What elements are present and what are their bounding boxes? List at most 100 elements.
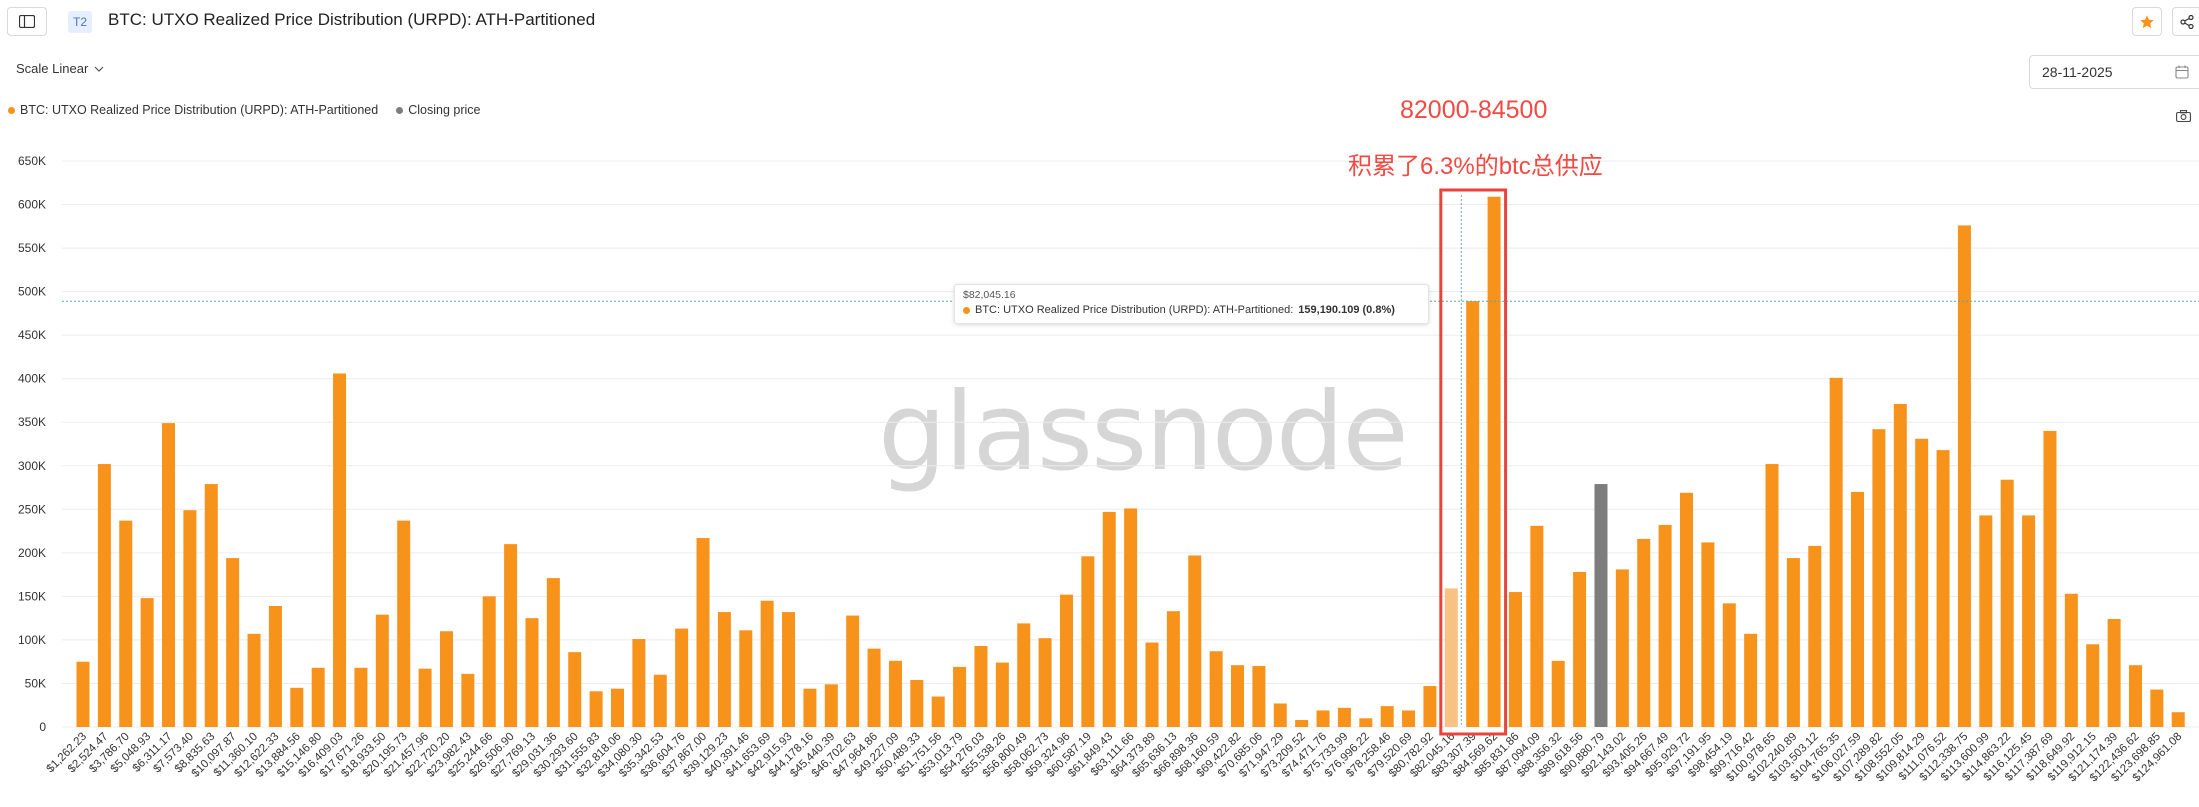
- bar[interactable]: [1188, 555, 1202, 727]
- bar[interactable]: [504, 544, 518, 727]
- bar[interactable]: [1872, 429, 1886, 727]
- bar[interactable]: [482, 596, 496, 727]
- bar[interactable]: [1444, 588, 1458, 727]
- bar[interactable]: [76, 661, 90, 727]
- bar[interactable]: [1701, 542, 1715, 727]
- bar[interactable]: [1273, 703, 1287, 727]
- bar[interactable]: [1359, 718, 1373, 727]
- bar[interactable]: [2107, 619, 2121, 727]
- bar[interactable]: [824, 684, 838, 727]
- sidebar-toggle-button[interactable]: [7, 7, 47, 36]
- bar[interactable]: [290, 687, 304, 727]
- bar[interactable]: [1038, 638, 1052, 727]
- bar[interactable]: [418, 668, 432, 727]
- bar[interactable]: [311, 667, 325, 727]
- bar[interactable]: [1380, 706, 1394, 727]
- bar[interactable]: [1722, 603, 1736, 727]
- bar[interactable]: [546, 578, 560, 727]
- bar[interactable]: [653, 674, 667, 727]
- bar[interactable]: [739, 630, 753, 727]
- bar[interactable]: [1551, 660, 1565, 727]
- bar[interactable]: [974, 646, 988, 727]
- bar[interactable]: [1252, 666, 1266, 727]
- bar[interactable]: [2043, 430, 2057, 727]
- bar[interactable]: [953, 666, 967, 727]
- bar[interactable]: [1530, 525, 1544, 727]
- bar[interactable]: [183, 510, 197, 727]
- bar[interactable]: [1487, 196, 1501, 727]
- bar[interactable]: [1209, 651, 1223, 727]
- bar[interactable]: [1786, 558, 1800, 727]
- bar[interactable]: [803, 688, 817, 727]
- bar[interactable]: [1893, 403, 1907, 727]
- bar[interactable]: [1166, 611, 1180, 727]
- bar[interactable]: [846, 615, 860, 727]
- bar[interactable]: [2086, 644, 2100, 727]
- bar[interactable]: [2000, 479, 2014, 727]
- bar[interactable]: [1936, 450, 1950, 727]
- bar[interactable]: [1637, 538, 1651, 727]
- bar[interactable]: [1423, 686, 1437, 727]
- bar[interactable]: [1615, 569, 1629, 727]
- screenshot-button[interactable]: [2176, 109, 2191, 127]
- bar[interactable]: [439, 631, 453, 727]
- bar[interactable]: [2150, 689, 2164, 727]
- bar[interactable]: [1808, 545, 1822, 727]
- bar[interactable]: [760, 600, 774, 727]
- bar[interactable]: [1979, 515, 1993, 727]
- bar[interactable]: [375, 614, 389, 727]
- bar[interactable]: [247, 633, 261, 727]
- bar[interactable]: [1402, 710, 1416, 727]
- bar[interactable]: [2064, 593, 2078, 727]
- bar[interactable]: [1295, 720, 1309, 727]
- bar[interactable]: [397, 520, 411, 727]
- bar[interactable]: [354, 667, 368, 727]
- bar[interactable]: [1829, 377, 1843, 727]
- bar[interactable]: [888, 660, 902, 727]
- bar[interactable]: [782, 612, 796, 727]
- bar[interactable]: [1851, 491, 1865, 727]
- bar[interactable]: [1658, 524, 1672, 727]
- bar[interactable]: [910, 679, 924, 727]
- bar[interactable]: [1466, 301, 1480, 727]
- bar[interactable]: [2171, 712, 2185, 727]
- bar[interactable]: [717, 612, 731, 727]
- bar[interactable]: [632, 639, 646, 727]
- bar[interactable]: [97, 464, 111, 727]
- bar[interactable]: [1316, 710, 1330, 727]
- bar[interactable]: [1017, 623, 1031, 727]
- bar[interactable]: [1957, 225, 1971, 727]
- bar[interactable]: [268, 605, 282, 727]
- bar[interactable]: [1594, 484, 1608, 727]
- bar[interactable]: [1081, 556, 1095, 727]
- bar[interactable]: [931, 696, 945, 727]
- bar[interactable]: [1744, 633, 1758, 727]
- bar[interactable]: [1680, 492, 1693, 727]
- bar[interactable]: [1145, 642, 1159, 727]
- bar[interactable]: [867, 648, 881, 727]
- bar[interactable]: [568, 652, 582, 727]
- scale-select[interactable]: Scale Linear: [16, 61, 104, 76]
- bar[interactable]: [611, 688, 624, 727]
- bar[interactable]: [1337, 707, 1351, 727]
- bar[interactable]: [1059, 594, 1073, 727]
- bar[interactable]: [333, 373, 347, 727]
- legend-item-urpd[interactable]: BTC: UTXO Realized Price Distribution (U…: [8, 103, 378, 117]
- bar[interactable]: [589, 691, 603, 727]
- bar[interactable]: [1102, 511, 1116, 727]
- bar[interactable]: [204, 484, 218, 727]
- bar[interactable]: [162, 423, 176, 727]
- bar[interactable]: [1573, 572, 1587, 727]
- bar[interactable]: [675, 628, 689, 727]
- bar[interactable]: [2128, 665, 2142, 727]
- bar[interactable]: [995, 662, 1009, 727]
- bar[interactable]: [696, 538, 710, 727]
- bar[interactable]: [119, 520, 133, 727]
- bar[interactable]: [140, 598, 154, 727]
- bar[interactable]: [525, 618, 539, 727]
- bar[interactable]: [2022, 515, 2036, 727]
- bar[interactable]: [1765, 464, 1779, 727]
- bar[interactable]: [1915, 438, 1929, 727]
- bar[interactable]: [1124, 508, 1138, 727]
- bar[interactable]: [461, 673, 475, 727]
